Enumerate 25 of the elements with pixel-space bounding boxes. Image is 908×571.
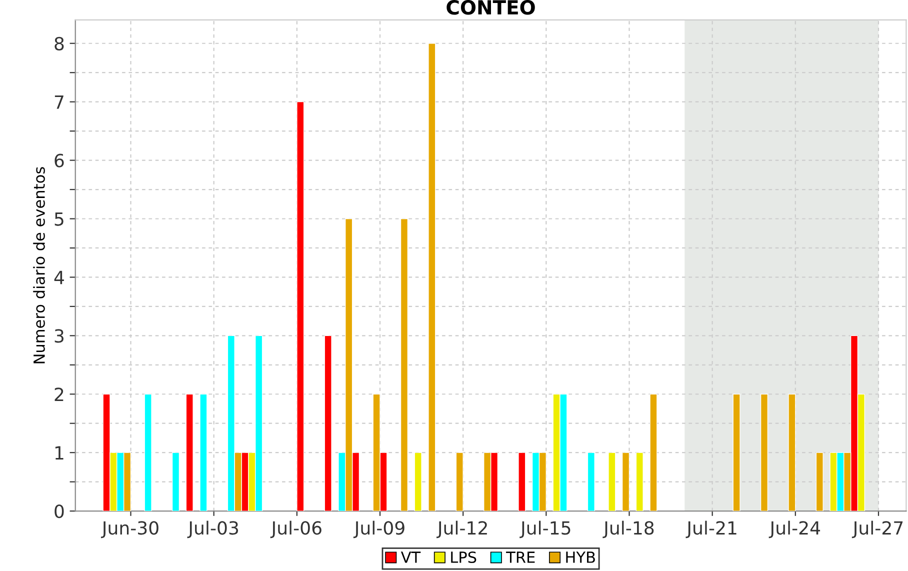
x-tick-label: Jun-30 [100,521,158,538]
y-tick-label: 3 [54,329,64,343]
x-tick-label: Jul-12 [436,520,487,538]
legend-label: HYB [566,552,595,563]
y-tick-label: 0 [54,504,64,518]
x-tick-label: Jul-21 [686,520,736,538]
x-tick-label: Jul-24 [768,520,820,538]
legend-label: TRE [506,552,535,563]
x-tick-label: Jul-03 [187,520,238,538]
x-tick-label: Jul-09 [353,520,404,538]
x-tick-label: Jul-06 [270,520,322,538]
x-tick-label: Jul-27 [852,520,903,538]
x-tick-label: Jul-18 [602,520,654,538]
y-tick-label: 7 [54,96,64,109]
y-tick-label: 6 [54,154,64,168]
y-tick-label: 8 [54,36,64,50]
y-axis-title: Numero diario de eventos [33,167,45,364]
legend-label: LPS [451,551,476,564]
y-tick-label: 1 [55,446,64,460]
x-tick-label: Jul-15 [520,520,570,538]
y-tick-label: 2 [54,388,64,401]
legend-label: VT [400,552,421,563]
chart-title: CONTEO [446,0,535,15]
y-tick-label: 4 [54,270,64,284]
y-tick-label: 5 [54,212,64,226]
